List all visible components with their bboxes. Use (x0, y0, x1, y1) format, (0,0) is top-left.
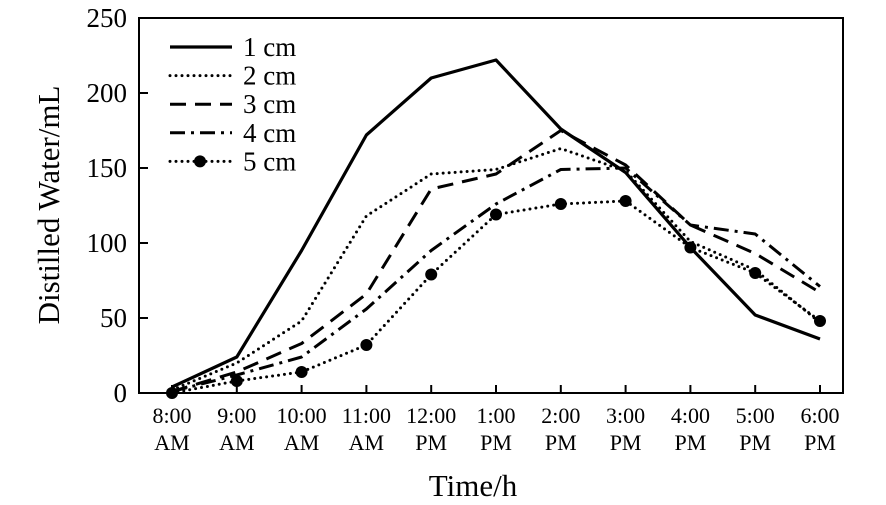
series-point (425, 268, 438, 281)
series-2 (170, 147, 822, 392)
legend-marker (194, 155, 206, 168)
legend-item: 3 cm (170, 89, 296, 119)
series-point (619, 195, 632, 207)
series-5 (166, 195, 826, 399)
x-tick-label: 4:00 PM (671, 403, 710, 455)
series-line (171, 129, 821, 393)
x-tick-label: 10:00 AM (277, 403, 327, 455)
series-point (230, 375, 243, 387)
series-point (295, 366, 308, 378)
plot-frame (138, 17, 844, 394)
y-tick-label: 250 (87, 3, 128, 33)
x-tick-label: 3:00 PM (606, 403, 645, 455)
x-axis-title: Time/h (429, 468, 518, 503)
series-point (684, 241, 697, 254)
y-tick-label: 0 (114, 378, 128, 408)
y-axis: 0 50 100 150 200 250 (87, 3, 148, 408)
series-point (166, 387, 178, 399)
series-line (171, 166, 821, 393)
x-tick-label: 2:00 PM (541, 403, 580, 455)
legend-label: 1 cm (243, 32, 296, 62)
series-point (814, 315, 826, 327)
series-line (171, 58, 821, 389)
y-tick-label: 50 (100, 303, 127, 333)
x-tick-label: 5:00 PM (736, 403, 775, 455)
legend-item: 5 cm (168, 146, 296, 176)
x-tick-label: 8:00 AM (152, 403, 191, 455)
series-1 (171, 58, 821, 389)
x-tick-label: 11:00 AM (342, 403, 391, 455)
x-tick-label: 9:00 AM (217, 403, 256, 455)
series-point (749, 267, 762, 279)
y-tick-label: 200 (87, 78, 128, 108)
series-point (490, 208, 502, 221)
x-tick-label: 1:00 PM (476, 403, 515, 455)
legend-label: 5 cm (243, 146, 296, 176)
legend-item: 1 cm (170, 32, 296, 62)
legend-item: 4 cm (170, 118, 296, 148)
series-layer (166, 58, 826, 399)
legend-label: 2 cm (243, 61, 296, 91)
series-point (554, 198, 567, 210)
legend-label: 3 cm (243, 89, 296, 119)
series-4 (171, 166, 821, 393)
series-point (360, 339, 373, 351)
y-tick-label: 150 (87, 153, 128, 183)
x-axis: 8:00 AM 9:00 AM 10:00 AM 11:00 AM 12:00 PM 1:00 PM 2… (152, 385, 840, 455)
legend-item: 2 cm (168, 61, 296, 91)
y-tick-label: 100 (87, 228, 128, 258)
series-line (170, 147, 822, 392)
x-tick-label: 12:00 PM (406, 403, 456, 455)
x-tick-label: 6:00 PM (800, 403, 839, 455)
legend: 1 cm2 cm3 cm4 cm5 cm (168, 32, 296, 176)
legend-label: 4 cm (243, 118, 296, 148)
series-line (170, 199, 822, 395)
y-axis-title: Distilled Water/mL (31, 86, 66, 325)
series-3 (171, 129, 821, 393)
